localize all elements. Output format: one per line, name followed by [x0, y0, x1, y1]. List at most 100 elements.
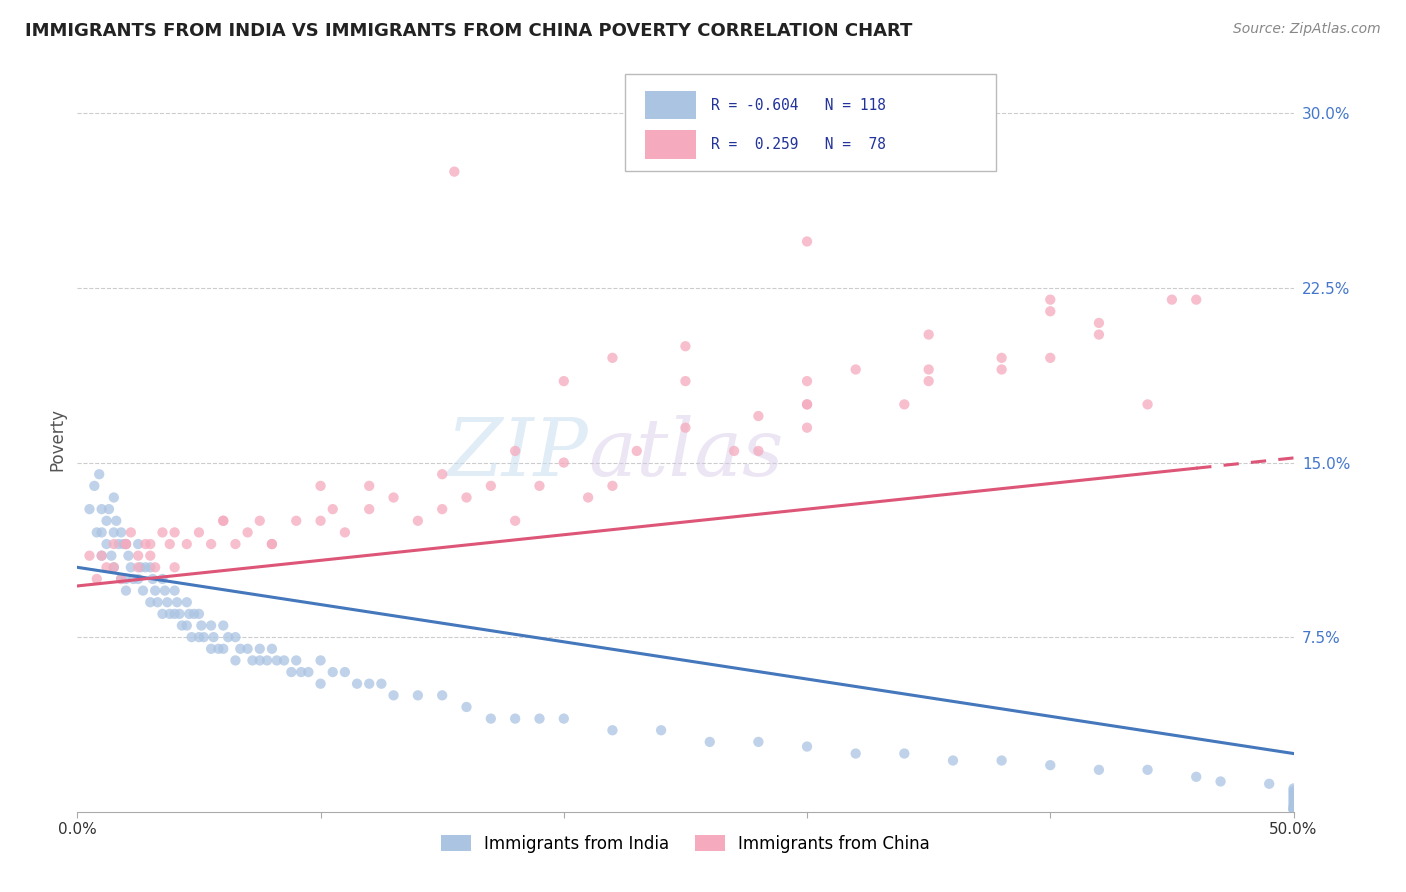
- Point: [918, 327, 941, 342]
- Point: [333, 525, 356, 540]
- Point: [139, 537, 162, 551]
- Point: [346, 676, 368, 690]
- Point: [127, 560, 149, 574]
- Point: [553, 712, 575, 726]
- Point: [159, 537, 181, 551]
- Point: [1088, 327, 1111, 342]
- Point: [89, 467, 111, 482]
- Point: [152, 525, 174, 540]
- Point: [1039, 758, 1062, 772]
- Point: [129, 560, 152, 574]
- Point: [163, 525, 186, 540]
- Point: [90, 549, 112, 563]
- Text: Source: ZipAtlas.com: Source: ZipAtlas.com: [1233, 22, 1381, 37]
- Point: [990, 351, 1012, 365]
- Point: [169, 607, 191, 621]
- Point: [110, 572, 132, 586]
- Point: [143, 583, 166, 598]
- Y-axis label: Poverty: Poverty: [48, 408, 66, 471]
- Point: [1185, 770, 1208, 784]
- Point: [200, 641, 222, 656]
- Point: [456, 491, 478, 505]
- Point: [90, 502, 112, 516]
- Point: [297, 665, 319, 679]
- Point: [110, 572, 132, 586]
- Point: [224, 630, 246, 644]
- Point: [503, 444, 526, 458]
- Point: [747, 409, 769, 423]
- Point: [723, 444, 745, 458]
- Point: [1282, 793, 1305, 807]
- Point: [163, 607, 186, 621]
- Point: [107, 537, 129, 551]
- Point: [120, 525, 142, 540]
- Point: [796, 374, 818, 388]
- Point: [105, 514, 128, 528]
- Point: [153, 583, 176, 598]
- Point: [280, 665, 302, 679]
- Point: [285, 653, 308, 667]
- Point: [1282, 781, 1305, 796]
- Point: [139, 549, 162, 563]
- Point: [479, 479, 502, 493]
- Point: [699, 735, 721, 749]
- Point: [796, 397, 818, 411]
- Point: [103, 560, 125, 574]
- Point: [163, 583, 186, 598]
- Text: R =  0.259   N =  78: R = 0.259 N = 78: [711, 136, 886, 152]
- Point: [359, 502, 381, 516]
- Point: [1282, 796, 1305, 810]
- Point: [1282, 800, 1305, 814]
- Point: [127, 549, 149, 563]
- Point: [333, 665, 356, 679]
- Point: [1039, 293, 1062, 307]
- Point: [675, 374, 697, 388]
- Point: [79, 502, 101, 516]
- Point: [602, 351, 624, 365]
- Point: [122, 572, 145, 586]
- Text: R = -0.604   N = 118: R = -0.604 N = 118: [711, 97, 886, 112]
- Point: [796, 420, 818, 434]
- Point: [553, 374, 575, 388]
- Point: [918, 362, 941, 376]
- Point: [1258, 777, 1281, 791]
- Point: [1282, 802, 1305, 816]
- Point: [626, 444, 648, 458]
- Point: [242, 653, 264, 667]
- Point: [796, 235, 818, 249]
- Point: [359, 676, 381, 690]
- Point: [576, 491, 599, 505]
- Point: [200, 537, 222, 551]
- Point: [180, 630, 202, 644]
- Point: [249, 641, 271, 656]
- Point: [115, 537, 138, 551]
- Point: [212, 618, 235, 632]
- Point: [1088, 763, 1111, 777]
- Point: [103, 491, 125, 505]
- Point: [675, 420, 697, 434]
- Point: [236, 641, 259, 656]
- Point: [96, 560, 118, 574]
- Point: [115, 583, 138, 598]
- Point: [309, 514, 332, 528]
- Point: [382, 689, 405, 703]
- Point: [176, 618, 198, 632]
- Text: ZIP: ZIP: [446, 416, 588, 493]
- Point: [553, 456, 575, 470]
- Point: [1136, 763, 1159, 777]
- Point: [86, 525, 108, 540]
- Point: [406, 689, 429, 703]
- Point: [183, 607, 205, 621]
- Point: [382, 491, 405, 505]
- Point: [747, 444, 769, 458]
- Point: [170, 618, 193, 632]
- Point: [115, 537, 138, 551]
- Point: [260, 537, 283, 551]
- Point: [322, 502, 344, 516]
- Point: [176, 595, 198, 609]
- Point: [1282, 789, 1305, 803]
- Point: [103, 537, 125, 551]
- Point: [1282, 802, 1305, 816]
- Point: [1282, 802, 1305, 816]
- Point: [134, 560, 156, 574]
